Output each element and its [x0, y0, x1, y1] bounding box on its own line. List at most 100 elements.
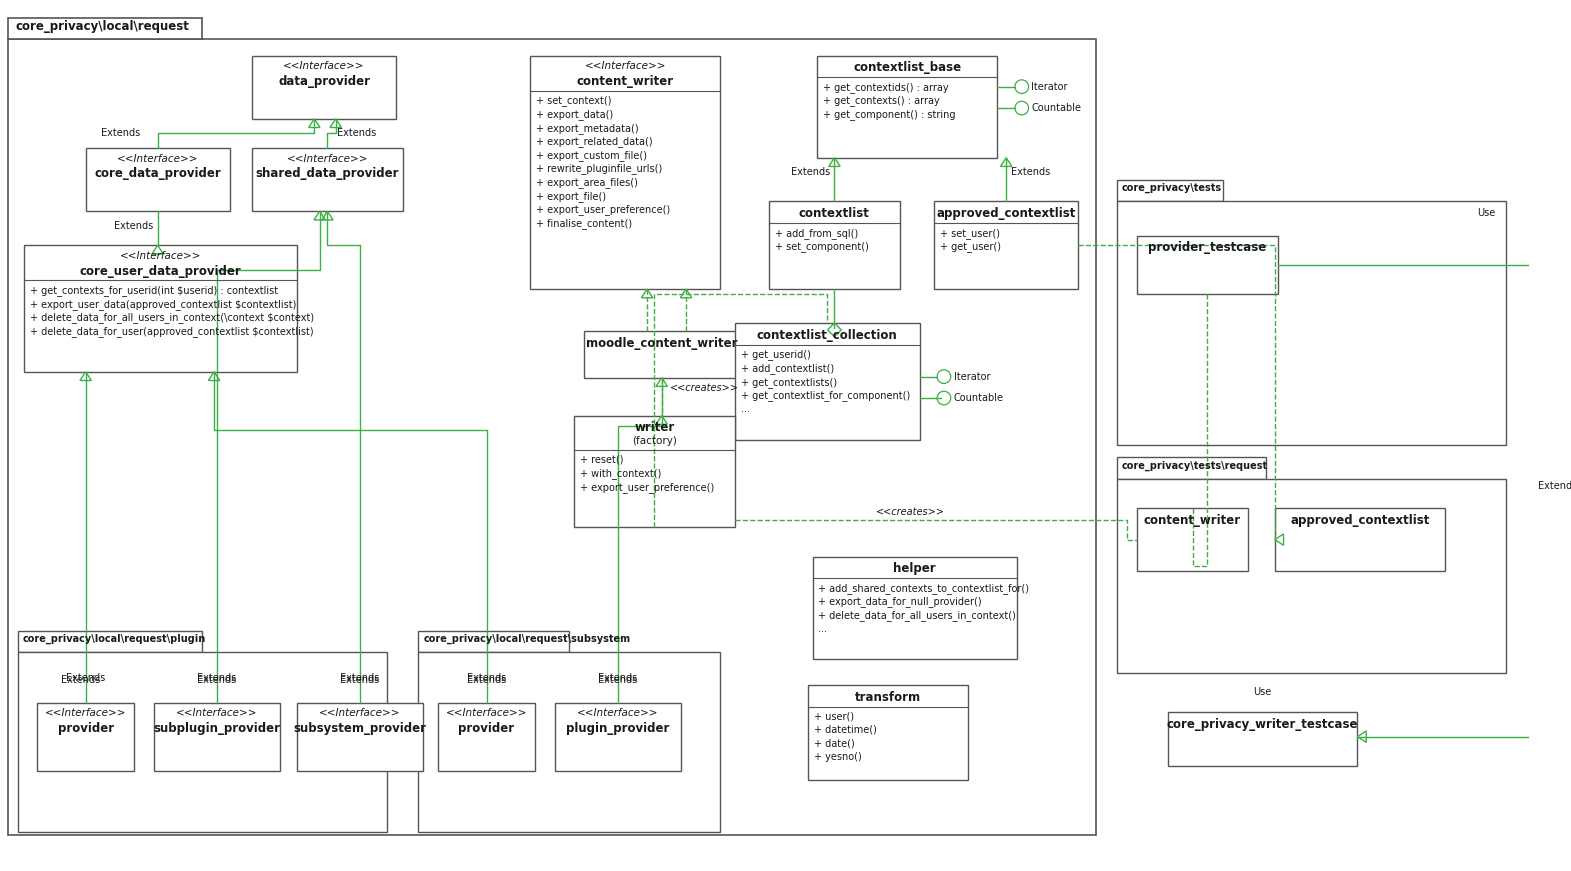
Text: + add_contextlist(): + add_contextlist() — [740, 363, 834, 374]
Text: Extends: Extends — [467, 673, 506, 683]
Text: core_privacy\local\request: core_privacy\local\request — [16, 21, 190, 33]
Text: + get_user(): + get_user() — [939, 241, 1001, 253]
Text: Extends: Extends — [101, 128, 140, 138]
Text: core_privacy\local\request\subsystem: core_privacy\local\request\subsystem — [423, 633, 630, 644]
Text: Extends: Extends — [599, 673, 638, 683]
Text: Use: Use — [1254, 687, 1273, 697]
FancyBboxPatch shape — [1274, 508, 1445, 571]
Text: <<creates>>: <<creates>> — [875, 507, 944, 517]
Text: content_writer: content_writer — [1144, 514, 1241, 527]
Text: <<Interface>>: <<Interface>> — [119, 251, 201, 261]
Text: helper: helper — [894, 563, 936, 576]
Text: + delete_data_for_user(approved_contextlist $contextlist): + delete_data_for_user(approved_contextl… — [30, 326, 314, 337]
Text: Countable: Countable — [954, 393, 1004, 403]
Text: contextlist_collection: contextlist_collection — [757, 329, 897, 342]
Text: + export_user_preference(): + export_user_preference() — [580, 482, 715, 493]
FancyBboxPatch shape — [8, 39, 1095, 835]
Text: <<Interface>>: <<Interface>> — [176, 708, 258, 719]
FancyBboxPatch shape — [817, 56, 998, 158]
Text: + export_metadata(): + export_metadata() — [536, 123, 639, 133]
Text: + get_contexts_for_userid(int $userid) : contextlist: + get_contexts_for_userid(int $userid) :… — [30, 285, 278, 296]
FancyBboxPatch shape — [735, 323, 919, 440]
Text: + export_data(): + export_data() — [536, 109, 613, 120]
Text: shared_data_provider: shared_data_provider — [256, 167, 399, 180]
FancyBboxPatch shape — [807, 685, 968, 780]
FancyBboxPatch shape — [935, 201, 1078, 289]
FancyBboxPatch shape — [555, 703, 682, 771]
Text: + datetime(): + datetime() — [814, 725, 877, 735]
Text: + reset(): + reset() — [580, 455, 624, 464]
Text: transform: transform — [855, 691, 921, 704]
Text: + date(): + date() — [814, 739, 855, 748]
Text: Extends: Extends — [599, 675, 638, 685]
Text: + get_contextids() : array: + get_contextids() : array — [823, 82, 949, 92]
Text: core_privacy\local\request\plugin: core_privacy\local\request\plugin — [22, 633, 206, 644]
Text: Extends: Extends — [790, 167, 829, 177]
Text: approved_contextlist: approved_contextlist — [936, 207, 1076, 220]
FancyBboxPatch shape — [531, 56, 720, 289]
Text: Extends: Extends — [198, 673, 237, 683]
Text: + set_context(): + set_context() — [536, 96, 611, 106]
Text: provider: provider — [58, 722, 113, 735]
Text: core_data_provider: core_data_provider — [94, 167, 222, 180]
Text: core_privacy_writer_testcase: core_privacy_writer_testcase — [1167, 719, 1359, 731]
Text: + add_shared_contexts_to_contextlist_for(): + add_shared_contexts_to_contextlist_for… — [818, 583, 1029, 594]
FancyBboxPatch shape — [584, 331, 740, 378]
Text: + export_data_for_null_provider(): + export_data_for_null_provider() — [818, 597, 982, 607]
Text: + user(): + user() — [814, 712, 853, 721]
Text: + finalise_content(): + finalise_content() — [536, 218, 632, 229]
Text: core_user_data_provider: core_user_data_provider — [80, 265, 242, 278]
Text: ...: ... — [740, 404, 749, 414]
Text: + export_user_data(approved_contextlist $contextlist): + export_user_data(approved_contextlist … — [30, 299, 297, 310]
Text: + export_area_files(): + export_area_files() — [536, 177, 638, 188]
Text: + get_component() : string: + get_component() : string — [823, 109, 955, 120]
Text: + get_userid(): + get_userid() — [740, 349, 811, 361]
Text: provider: provider — [459, 722, 515, 735]
FancyBboxPatch shape — [8, 17, 203, 39]
Text: + delete_data_for_all_users_in_context(\context $context): + delete_data_for_all_users_in_context(\… — [30, 313, 314, 323]
Text: + export_custom_file(): + export_custom_file() — [536, 150, 647, 161]
FancyBboxPatch shape — [768, 201, 900, 289]
Text: subsystem_provider: subsystem_provider — [294, 722, 427, 735]
FancyBboxPatch shape — [251, 148, 402, 211]
Text: <<Interface>>: <<Interface>> — [116, 154, 198, 164]
Text: <<Interface>>: <<Interface>> — [283, 61, 364, 71]
FancyBboxPatch shape — [154, 703, 280, 771]
Text: + rewrite_pluginfile_urls(): + rewrite_pluginfile_urls() — [536, 164, 663, 174]
FancyBboxPatch shape — [1117, 479, 1507, 673]
Text: + export_file(): + export_file() — [536, 191, 606, 202]
FancyBboxPatch shape — [1167, 712, 1357, 766]
Text: <<creates>>: <<creates>> — [669, 383, 738, 393]
FancyBboxPatch shape — [24, 246, 297, 372]
Text: Extends: Extends — [341, 673, 380, 683]
Text: <<Interface>>: <<Interface>> — [577, 708, 658, 719]
FancyBboxPatch shape — [297, 703, 423, 771]
Text: + add_from_sql(): + add_from_sql() — [775, 227, 858, 239]
Text: Extends: Extends — [113, 220, 152, 231]
Text: + get_contextlist_for_component(): + get_contextlist_for_component() — [740, 390, 910, 402]
Text: approved_contextlist: approved_contextlist — [1290, 514, 1430, 527]
Text: Extends: Extends — [341, 675, 380, 685]
Text: Countable: Countable — [1032, 103, 1081, 113]
Text: + delete_data_for_all_users_in_context(): + delete_data_for_all_users_in_context() — [818, 611, 1016, 621]
Text: Extends: Extends — [1538, 481, 1571, 490]
Text: <<Interface>>: <<Interface>> — [584, 61, 666, 71]
Text: Iterator: Iterator — [954, 372, 990, 381]
Text: subplugin_provider: subplugin_provider — [154, 722, 281, 735]
FancyBboxPatch shape — [17, 631, 203, 652]
Text: moodle_content_writer: moodle_content_writer — [586, 337, 737, 350]
Text: Extends: Extends — [66, 673, 105, 683]
FancyBboxPatch shape — [1117, 201, 1507, 445]
Text: <<Interface>>: <<Interface>> — [46, 708, 126, 719]
FancyBboxPatch shape — [1117, 457, 1266, 479]
Text: Use: Use — [1477, 208, 1496, 218]
FancyBboxPatch shape — [1136, 235, 1277, 294]
Text: (factory): (factory) — [632, 436, 677, 446]
Text: Extends: Extends — [61, 675, 101, 685]
Text: Extends: Extends — [1012, 167, 1051, 177]
FancyBboxPatch shape — [86, 148, 229, 211]
Text: content_writer: content_writer — [577, 75, 674, 88]
Text: provider_testcase: provider_testcase — [1148, 241, 1266, 254]
FancyBboxPatch shape — [812, 557, 1016, 658]
Text: <<Interface>>: <<Interface>> — [446, 708, 528, 719]
